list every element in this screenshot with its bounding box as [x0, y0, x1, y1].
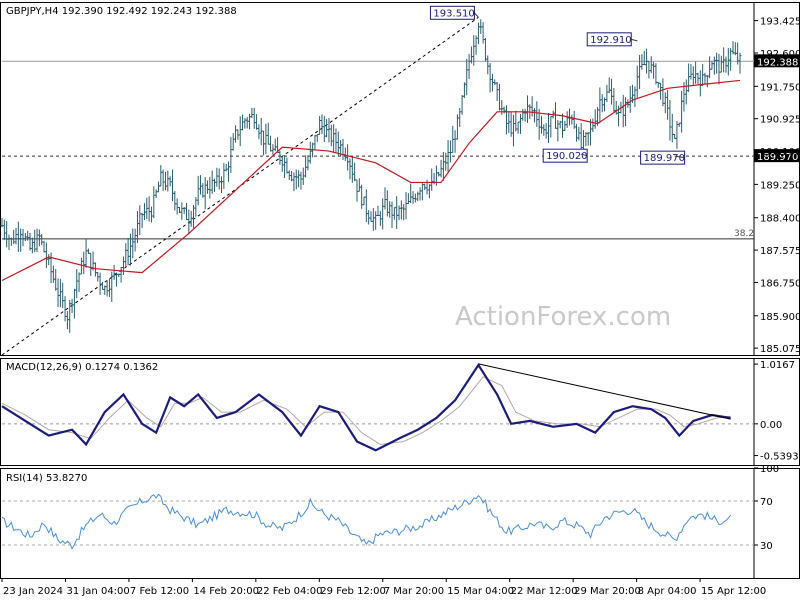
watermark: ActionForex.com: [455, 302, 671, 332]
price-y-tick-label: 187.575: [760, 246, 800, 257]
annotation-label: 193.510: [433, 8, 474, 19]
level-price-tag-label: 189.970: [757, 152, 798, 163]
x-tick-label: 23 Jan 2024: [3, 586, 63, 597]
rsi-line: [1, 493, 732, 550]
rsi-y-tick-label: 70: [760, 497, 773, 508]
x-tick-label: 29 Mar 20:00: [574, 586, 641, 597]
x-tick-label: 29 Feb 12:00: [320, 586, 386, 597]
price-y-tick-label: 192.600: [760, 49, 800, 60]
rsi-y-axis: 100 70 30: [754, 464, 779, 552]
panel-frame-1: [0, 358, 800, 466]
x-tick-label: 14 Feb 20:00: [193, 586, 259, 597]
price-levels: 192.388 189.970 38.2: [2, 54, 800, 240]
x-tick-label: 7 Mar 20:00: [384, 586, 444, 597]
level-price-tag: [754, 149, 800, 163]
rsi-levels: [2, 500, 754, 546]
macd-trendline: [478, 363, 731, 420]
annotation-label: 190.020: [546, 151, 587, 162]
trendline-dashed: [1, 16, 479, 356]
macd-y-tick-label: -0.5393: [760, 452, 799, 463]
price-y-tick-label: 185.900: [760, 312, 800, 323]
macd-line: [1, 363, 731, 452]
annotation-leader: [631, 38, 638, 42]
macd-trendline: [478, 363, 731, 420]
price-y-tick-label: 185.075: [760, 344, 800, 355]
price-y-axis: 193.425 192.600 191.750 190.925 190.100 189.2…: [754, 17, 800, 355]
price-annotations: 193.510 192.910 190.020 189.970: [429, 5, 686, 165]
annotation-label: 189.970: [644, 153, 685, 164]
moving-average: [1, 79, 741, 282]
level-price-tag-label: 192.388: [757, 57, 798, 68]
macd-y-tick-label: 0.00: [760, 420, 782, 431]
annotation-leader: [674, 155, 685, 159]
level-price-tag: [754, 54, 800, 68]
x-tick-label: 22 Feb 04:00: [257, 586, 323, 597]
moving-average-line: [1, 79, 741, 282]
price-trendline: [1, 16, 479, 356]
price-y-tick-label: 191.750: [760, 82, 800, 93]
chart-header: GBPJPY,H4 192.390 192.492 192.243 192.38…: [6, 6, 237, 17]
price-y-tick-label: 189.250: [760, 180, 800, 191]
panel-frames: [0, 2, 800, 579]
panel-frame-2: [0, 468, 800, 579]
macd-signal-line: [1, 376, 731, 445]
price-y-tick-label: 186.750: [760, 278, 800, 289]
macd-title: MACD(12,26,9) 0.1274 0.1362: [6, 362, 158, 373]
x-tick-label: 22 Mar 12:00: [511, 586, 578, 597]
price-y-tick-label: 188.400: [760, 214, 800, 225]
x-tick-label: 15 Mar 04:00: [447, 586, 514, 597]
macd-y-axis: 1.0167 0.00 -0.5393: [754, 360, 799, 463]
rsi-y-tick-label: 30: [760, 541, 773, 552]
x-tick-label: 31 Jan 04:00: [66, 586, 129, 597]
macd-y-tick-label: 1.0167: [760, 360, 795, 371]
x-axis: 23 Jan 2024 31 Jan 04:00 7 Feb 12:00 14 Feb…: [1, 578, 766, 597]
price-y-tick-label: 190.100: [760, 147, 800, 158]
x-tick-label: 8 Apr 04:00: [638, 586, 697, 597]
price-bars: [0, 19, 742, 333]
price-y-tick-label: 193.425: [760, 17, 800, 28]
rsi-line: [1, 493, 732, 550]
annotation-leader: [581, 153, 588, 157]
rsi-y-tick-label: 100: [760, 464, 779, 475]
rsi-title: RSI(14) 53.8270: [6, 473, 87, 484]
macd-lines: [1, 363, 731, 452]
annotation-label: 192.910: [590, 35, 631, 46]
fib-level-label: 38.2: [734, 229, 754, 239]
x-tick-label: 7 Feb 12:00: [130, 586, 189, 597]
x-tick-label: 15 Apr 12:00: [701, 586, 766, 597]
price-y-tick-label: 190.925: [760, 115, 800, 126]
panel-frame-0: [0, 2, 800, 356]
annotation-leader: [474, 12, 479, 18]
